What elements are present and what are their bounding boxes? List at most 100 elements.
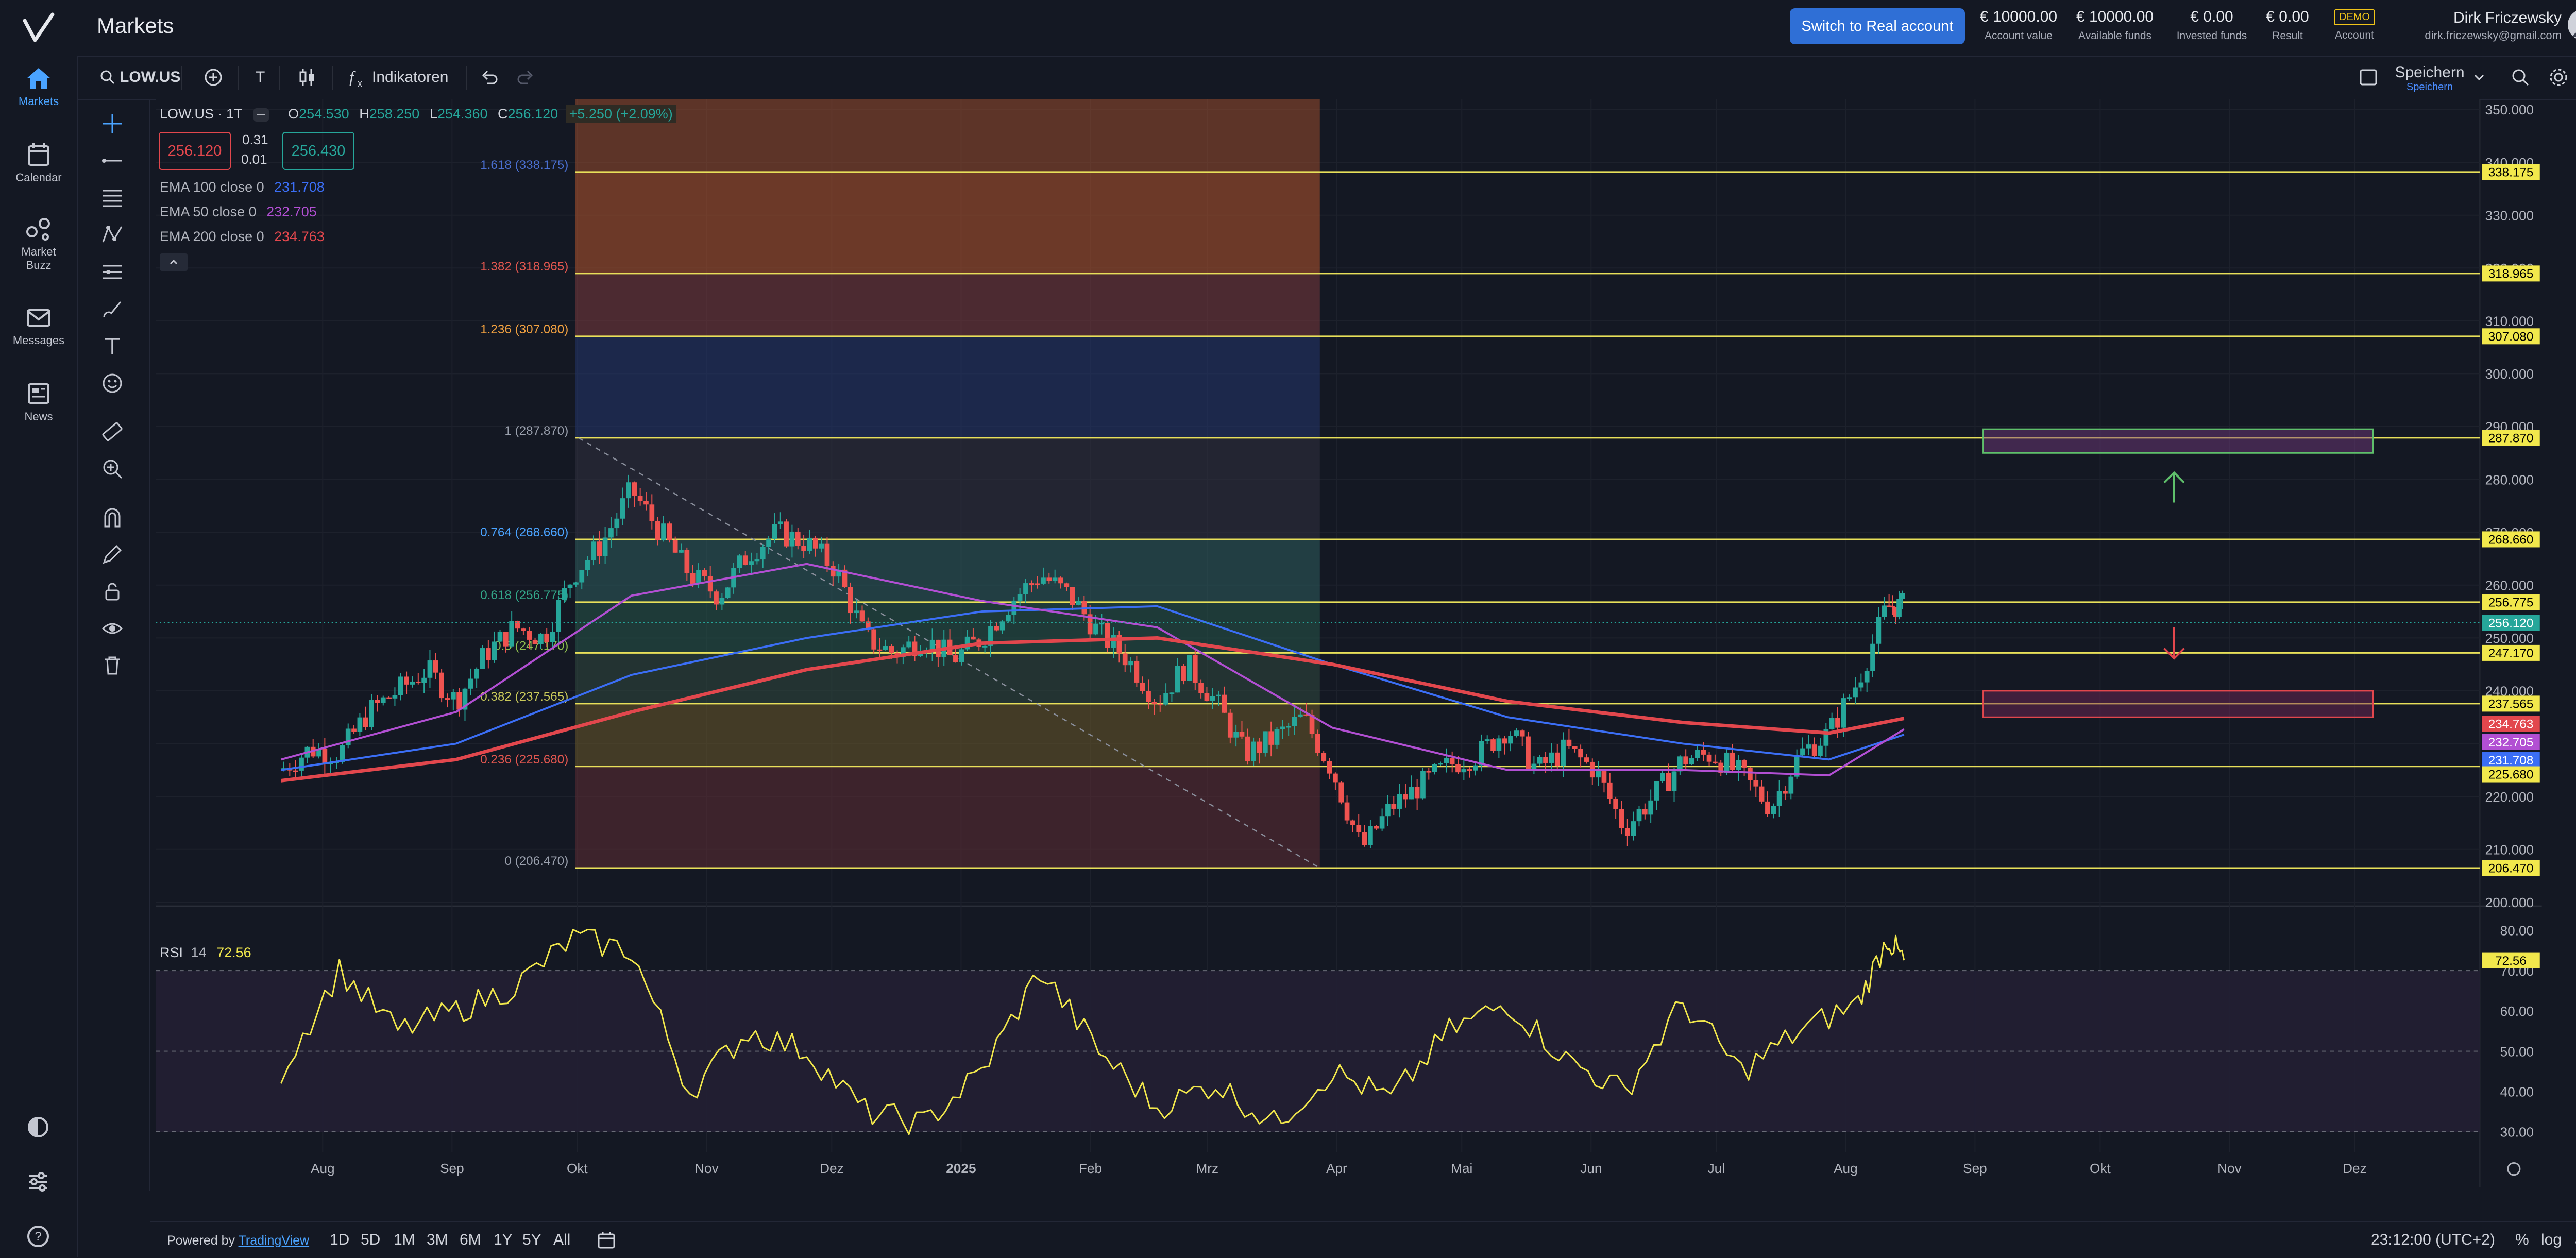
auto-scale-toggle[interactable]: auto (2575, 1231, 2576, 1249)
user-name[interactable]: Dirk Friczewsky (2453, 9, 2562, 26)
ema-100-legend[interactable]: EMA 100 close 0 231.708 (160, 179, 325, 195)
candle (1876, 617, 1882, 644)
remove-drawings-tool[interactable] (98, 651, 127, 680)
legend-title[interactable]: LOW.US · 1T (160, 106, 243, 122)
account-type-stat[interactable]: DEMO Account (2324, 8, 2385, 42)
candle (1514, 730, 1519, 736)
legend-toggle-button[interactable] (160, 253, 188, 271)
help-icon[interactable]: ? (26, 1224, 50, 1249)
stay-in-drawing-tool[interactable] (98, 540, 127, 569)
text-icon (105, 338, 120, 354)
period-6m[interactable]: 6M (460, 1231, 481, 1248)
fib-tool[interactable] (98, 183, 127, 212)
theme-toggle-icon[interactable] (26, 1115, 50, 1140)
candle (626, 482, 631, 499)
pattern-tool[interactable] (98, 220, 127, 249)
candle (1385, 804, 1391, 817)
fib-level-label: 0.764 (268.660) (480, 525, 568, 539)
save-button[interactable]: Speichern Speichern (2394, 64, 2466, 93)
candle (988, 626, 993, 646)
period-1m[interactable]: 1M (394, 1231, 415, 1248)
nav-market-buzz[interactable]: Market Buzz (0, 216, 77, 272)
candle (1140, 682, 1145, 691)
eye-icon (101, 623, 123, 634)
crosshair-tool[interactable] (98, 109, 127, 138)
save-layout-checkbox[interactable] (2359, 66, 2379, 89)
measure-tool[interactable] (98, 417, 127, 446)
fib-level-label: 0.382 (237.565) (480, 690, 568, 704)
candle (299, 757, 304, 771)
period-all[interactable]: All (553, 1231, 571, 1248)
news-icon (28, 383, 49, 404)
period-3m[interactable]: 3M (427, 1231, 448, 1248)
quick-search-button[interactable] (2510, 66, 2531, 89)
hide-drawings-tool[interactable] (98, 614, 127, 643)
chart-settings-button[interactable] (2548, 66, 2569, 89)
calendar-range-icon (598, 1232, 615, 1249)
nav-messages[interactable]: Messages (0, 305, 77, 347)
candle (1759, 786, 1765, 802)
trend-line-tool[interactable] (98, 146, 127, 175)
chart-type-button[interactable] (298, 66, 316, 89)
compare-symbol-button[interactable] (204, 66, 223, 89)
ema-50-legend[interactable]: EMA 50 close 0 232.705 (160, 204, 317, 220)
buy-button[interactable]: 256.430 (282, 132, 354, 170)
candle (702, 570, 707, 576)
ema-200-legend[interactable]: EMA 200 close 0 234.763 (160, 229, 325, 245)
log-scale-toggle[interactable]: log (2541, 1231, 2562, 1248)
candle (1257, 741, 1262, 753)
period-5y[interactable]: 5Y (522, 1231, 541, 1248)
interval-button[interactable]: T (256, 69, 265, 86)
avatar[interactable] (2568, 9, 2576, 40)
fib-level-label: 0 (206.470) (504, 854, 568, 868)
candle (667, 523, 672, 540)
candle (404, 676, 409, 685)
price-chart[interactable]: 1.618 (338.175) 1.382 (318.965) 1.236 (307… (150, 99, 2547, 1187)
price-tag-label: 231.708 (2488, 754, 2534, 768)
brush-tool[interactable] (98, 295, 127, 324)
calendar-icon (28, 143, 49, 166)
nav-markets[interactable]: Markets (0, 66, 77, 108)
nav-news[interactable]: News (0, 381, 77, 423)
candle (865, 621, 871, 630)
rsi-legend[interactable]: RSI 14 72.56 (160, 945, 251, 961)
price-tag (2482, 644, 2540, 661)
candle (1490, 739, 1496, 751)
legend-collapse-icon[interactable]: – (253, 107, 269, 122)
plus-circle-icon (205, 69, 222, 86)
rsi-line (280, 928, 1905, 1135)
sell-button[interactable]: 256.120 (159, 132, 231, 170)
time-tick-label: Nov (2217, 1161, 2242, 1176)
candle (1886, 605, 1892, 607)
time-tick-label: Mrz (1196, 1161, 1218, 1176)
clock-readout[interactable]: 23:12:00 (UTC+2) (2371, 1231, 2495, 1248)
symbol-search[interactable]: LOW.US (100, 66, 180, 89)
percent-scale-toggle[interactable]: % (2515, 1231, 2529, 1248)
redo-button[interactable] (516, 66, 535, 89)
tradingview-link[interactable]: TradingView (238, 1233, 310, 1248)
candle (1496, 738, 1502, 751)
period-1d[interactable]: 1D (330, 1231, 350, 1248)
zoom-tool[interactable] (98, 454, 127, 483)
period-1y[interactable]: 1Y (494, 1231, 513, 1248)
buzz-icon (26, 218, 50, 241)
lock-drawings-tool[interactable] (98, 577, 127, 606)
switch-to-real-account-button[interactable]: Switch to Real account (1790, 8, 1965, 44)
forecast-tool[interactable] (98, 258, 127, 286)
app-logo[interactable] (21, 10, 57, 46)
period-5d[interactable]: 5D (361, 1231, 381, 1248)
candle (485, 648, 491, 660)
nav-calendar[interactable]: Calendar (0, 142, 77, 184)
candle (1035, 583, 1040, 585)
save-dropdown-button[interactable] (2473, 66, 2485, 89)
settings-sliders-icon[interactable] (26, 1169, 50, 1194)
undo-button[interactable] (480, 66, 499, 89)
candle (1116, 635, 1122, 654)
rsi-tick-label: 40.00 (2500, 1084, 2534, 1099)
candle (889, 646, 894, 653)
goto-date-button[interactable] (597, 1230, 617, 1253)
text-tool[interactable] (98, 332, 127, 361)
magnet-tool[interactable] (98, 503, 127, 532)
emoji-tool[interactable] (98, 369, 127, 398)
